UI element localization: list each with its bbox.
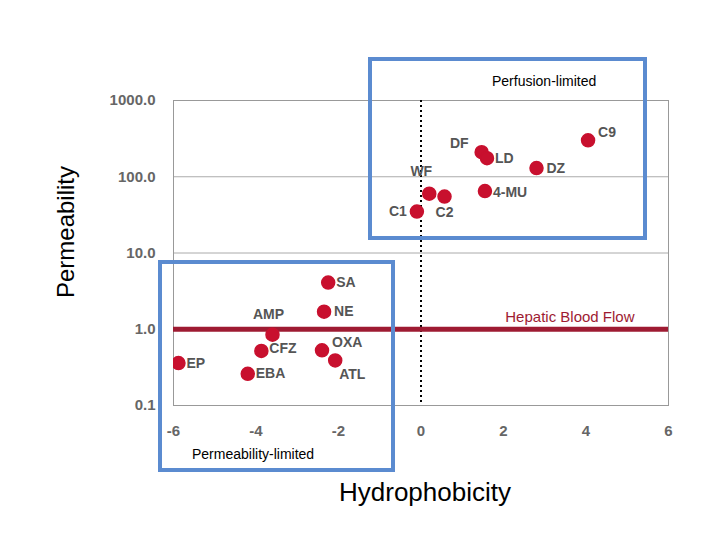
svg-text:4-MU: 4-MU: [493, 184, 527, 200]
svg-text:1.0: 1.0: [135, 320, 156, 337]
svg-text:ATL: ATL: [339, 366, 366, 382]
svg-text:-2: -2: [332, 422, 345, 439]
svg-text:6: 6: [664, 422, 672, 439]
svg-text:0.1: 0.1: [135, 396, 156, 413]
svg-text:4: 4: [582, 422, 591, 439]
svg-text:DZ: DZ: [547, 160, 566, 176]
svg-text:SA: SA: [336, 274, 355, 290]
svg-text:2: 2: [499, 422, 507, 439]
svg-text:EP: EP: [186, 355, 205, 371]
html-text:Hydrophobicity: Hydrophobicity: [339, 476, 511, 507]
html-text:Permeability: Permeability: [52, 166, 79, 298]
html-text:Permeability-limited: Permeability-limited: [192, 446, 315, 462]
svg-text:EBA: EBA: [256, 365, 286, 381]
svg-text:0: 0: [417, 422, 425, 439]
svg-text:C9: C9: [598, 124, 616, 140]
svg-text:1000.0: 1000.0: [110, 91, 156, 108]
svg-text:NE: NE: [334, 303, 353, 319]
svg-text:C1: C1: [389, 203, 407, 219]
svg-text:-6: -6: [167, 422, 180, 439]
svg-text:100.0: 100.0: [118, 168, 156, 185]
svg-text:C2: C2: [436, 204, 454, 220]
svg-text:OXA: OXA: [332, 334, 362, 350]
svg-text:10.0: 10.0: [126, 244, 155, 261]
svg-text:Hepatic Blood Flow: Hepatic Blood Flow: [505, 308, 634, 325]
svg-text:DF: DF: [450, 135, 469, 151]
svg-text:WF: WF: [410, 163, 432, 179]
html-text:Perfusion-limited: Perfusion-limited: [492, 73, 597, 89]
svg-text:CFZ: CFZ: [269, 340, 297, 356]
svg-text:AMP: AMP: [253, 306, 284, 322]
svg-text:-4: -4: [249, 422, 263, 439]
svg-text:LD: LD: [495, 150, 514, 166]
